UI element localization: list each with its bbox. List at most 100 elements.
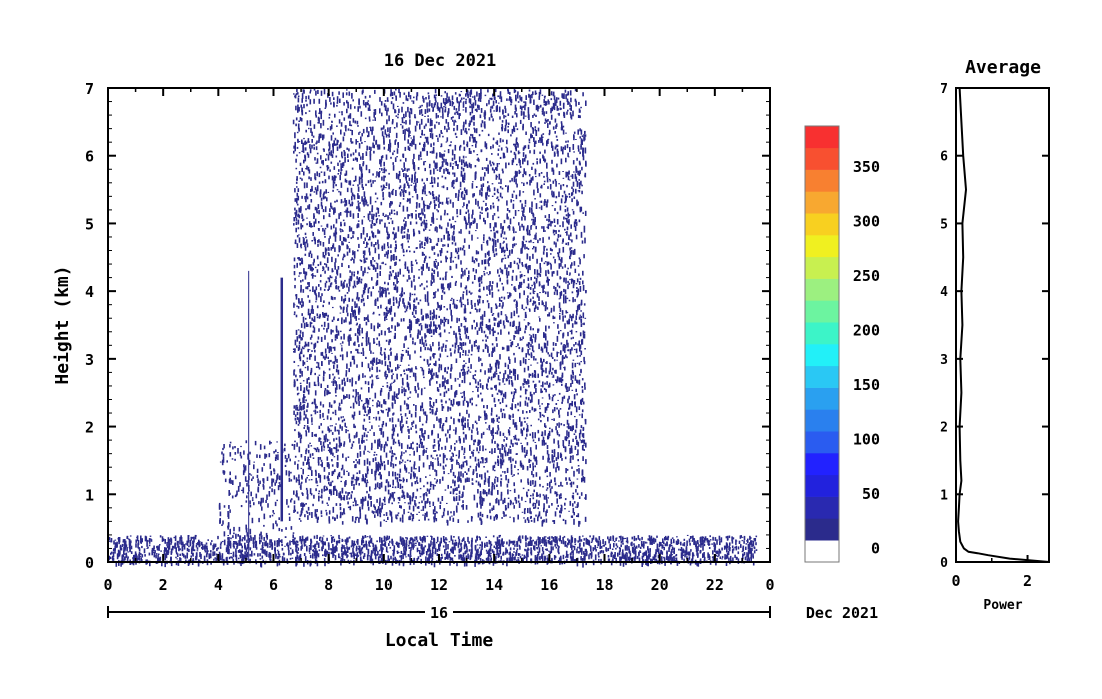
echo-speck (325, 280, 328, 284)
echo-speck (360, 278, 363, 281)
echo-speck (549, 184, 552, 190)
echo-speck (420, 266, 423, 270)
echo-speck (343, 443, 345, 447)
echo-speck (390, 347, 392, 351)
echo-speck (465, 127, 467, 133)
echo-speck (304, 396, 306, 398)
echo-speck (558, 330, 560, 335)
echo-speck (409, 495, 411, 501)
echo-speck (389, 493, 392, 499)
echo-speck (463, 249, 466, 256)
echo-speck (435, 372, 438, 378)
echo-speck (499, 303, 501, 307)
echo-speck (517, 402, 519, 406)
echo-speck (534, 384, 536, 389)
echo-speck (317, 121, 319, 124)
echo-speck (502, 286, 505, 291)
echo-speck (430, 329, 433, 334)
echo-speck (456, 251, 459, 255)
echo-speck (331, 154, 334, 158)
echo-speck (373, 338, 375, 344)
echo-speck (352, 402, 355, 409)
echo-speck (323, 215, 325, 220)
echo-speck (358, 483, 360, 486)
echo-speck (440, 318, 442, 325)
echo-speck (502, 347, 505, 350)
echo-speck (479, 214, 481, 220)
echo-speck (345, 128, 347, 132)
echo-speck (297, 496, 300, 501)
echo-speck (583, 439, 586, 445)
echo-speck (401, 350, 404, 352)
echo-speck (552, 384, 555, 386)
echo-speck (483, 480, 486, 485)
echo-speck (569, 103, 571, 107)
echo-speck (334, 426, 336, 432)
echo-speck (293, 360, 296, 363)
echo-speck (403, 173, 405, 178)
echo-speck (426, 108, 429, 113)
echo-speck (577, 170, 579, 175)
echo-speck (455, 160, 457, 166)
echo-speck (406, 305, 409, 309)
echo-speck (385, 133, 388, 138)
echo-speck (390, 244, 392, 249)
echo-speck (366, 434, 368, 438)
echo-speck (471, 103, 473, 109)
echo-speck (546, 467, 548, 472)
echo-speck (385, 251, 388, 255)
echo-speck (563, 102, 565, 105)
echo-speck (416, 476, 418, 480)
echo-speck (379, 390, 382, 396)
echo-speck (568, 101, 570, 104)
echo-speck (347, 101, 349, 108)
echo-speck (365, 200, 367, 202)
echo-speck (578, 432, 581, 439)
echo-speck (321, 351, 324, 356)
echo-speck (470, 434, 473, 441)
echo-speck (377, 239, 379, 245)
echo-speck (435, 94, 438, 96)
echo-speck (530, 424, 532, 427)
echo-speck (498, 416, 500, 420)
echo-speck (367, 431, 369, 433)
echo-speck (518, 502, 521, 508)
echo-speck (540, 184, 543, 189)
echo-speck (529, 326, 532, 331)
echo-speck (462, 109, 465, 111)
echo-speck (481, 362, 483, 367)
echo-speck (350, 237, 353, 240)
echo-speck (579, 346, 581, 352)
echo-speck (299, 514, 302, 517)
echo-speck (533, 485, 536, 487)
echo-speck (416, 178, 418, 183)
echo-speck (538, 95, 541, 100)
echo-speck (469, 371, 472, 373)
echo-speck (500, 494, 503, 500)
echo-speck (581, 469, 584, 476)
echo-speck (408, 318, 411, 324)
echo-speck (296, 411, 299, 416)
echo-speck (530, 519, 533, 522)
echo-speck (377, 322, 379, 329)
echo-speck (378, 359, 380, 361)
echo-speck (547, 457, 549, 463)
echo-speck (463, 316, 466, 321)
echo-speck (495, 366, 498, 373)
echo-speck (364, 402, 366, 405)
echo-speck (569, 147, 571, 153)
echo-speck (444, 125, 446, 130)
echo-speck (423, 376, 425, 379)
echo-speck (484, 458, 487, 461)
echo-speck (489, 324, 491, 330)
echo-speck (306, 417, 308, 419)
echo-speck (476, 223, 478, 229)
echo-speck (354, 464, 356, 469)
echo-speck (503, 383, 506, 385)
echo-speck (339, 511, 342, 518)
echo-speck (437, 288, 439, 292)
echo-speck (512, 269, 514, 273)
echo-speck (479, 358, 482, 361)
echo-speck (484, 461, 487, 464)
echo-speck (411, 178, 413, 183)
